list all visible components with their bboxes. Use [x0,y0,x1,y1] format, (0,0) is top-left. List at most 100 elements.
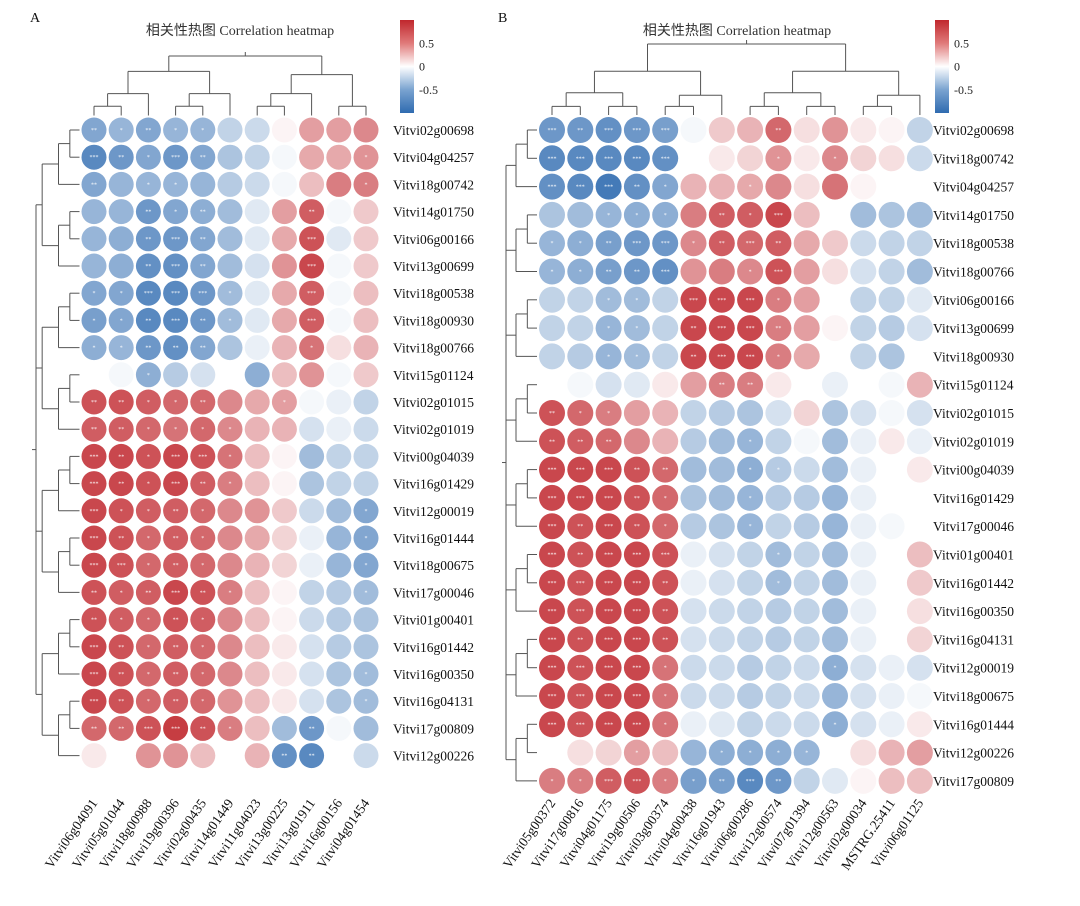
significance-mark: ** [662,609,668,615]
panel-label: A [30,11,41,26]
significance-mark: ** [173,563,179,569]
significance-mark: *** [548,468,557,474]
heatmap-cell [299,144,325,170]
heatmap-cell [299,117,325,143]
heatmap-cell [737,767,764,794]
significance-mark: *** [548,637,557,643]
row-label: Vitvi18g00675 [933,689,1014,704]
heatmap-cell [299,607,325,633]
heatmap-cell [108,117,134,143]
heatmap-cell [878,117,905,143]
heatmap-cell [793,230,820,257]
significance-mark: ** [145,264,151,270]
significance-mark: ** [309,726,315,732]
heatmap-cell [595,371,622,398]
significance-mark: *** [632,156,641,162]
heatmap-cell [623,173,650,200]
significance-mark: *** [548,694,557,700]
significance-mark: *** [604,524,613,530]
heatmap-cell [163,443,189,469]
heatmap-cell [708,569,735,596]
heatmap-cell [822,626,848,653]
heatmap-cell [765,371,792,398]
heatmap-cell [680,739,707,766]
heatmap-cell [623,258,650,285]
heatmap-cell [190,443,216,469]
significance-mark: *** [144,291,153,297]
heatmap-cell [652,711,679,738]
significance-mark: * [777,354,780,360]
heatmap-cell [822,513,848,540]
heatmap-cell [108,498,134,524]
significance-mark: * [147,155,150,161]
significance-mark: ** [634,185,640,191]
row-label: Vitvi16g04131 [933,632,1014,647]
heatmap-cell [737,739,764,766]
heatmap-cell [878,286,905,313]
row-label: Vitvi16g01429 [933,491,1014,506]
significance-mark: *** [632,637,641,643]
heatmap-cell [299,335,325,361]
heatmap-cell [81,552,107,578]
significance-mark: *** [632,666,641,672]
heatmap-cell [737,513,764,540]
heatmap-cell [765,513,792,540]
heatmap-cell [737,484,764,511]
significance-mark: * [692,241,695,247]
significance-mark: * [229,427,232,433]
heatmap-cell [326,307,352,333]
heatmap-cell [271,715,297,741]
heatmap-cell [81,144,107,170]
significance-mark: * [229,291,232,297]
heatmap-cell [680,258,707,285]
heatmap-cell [850,201,877,228]
colorbar-tick-label: 0.5 [419,36,434,50]
significance-mark: *** [171,482,180,488]
row-label: Vitvi16g01444 [933,717,1014,732]
significance-mark: ** [691,354,697,360]
heatmap-cell [326,171,352,197]
heatmap-cell [217,171,243,197]
significance-mark: *** [661,241,670,247]
heatmap-cell [81,471,107,497]
heatmap-cell [708,400,735,426]
heatmap-cell [850,428,877,455]
heatmap-cell [539,541,565,568]
significance-mark: *** [576,722,585,728]
heatmap-cell [595,513,622,540]
significance-mark: * [147,373,150,379]
heatmap-cell [539,400,565,426]
significance-mark: ** [173,672,179,678]
heatmap-cell [906,201,933,228]
heatmap-cell [850,683,877,709]
heatmap-cell [906,569,933,596]
significance-mark: * [147,645,150,651]
heatmap-cell [271,661,297,687]
heatmap-cell [680,117,707,143]
heatmap-cell [652,343,679,370]
significance-mark: *** [632,722,641,728]
heatmap-cell [326,607,352,633]
heatmap-cell [623,683,650,709]
heatmap-cell [353,607,379,633]
significance-mark: * [720,751,723,757]
row-label: Vitvi18g00930 [393,313,474,328]
heatmap-cell [81,226,107,252]
significance-mark: ** [91,427,97,433]
heatmap-cell [623,400,650,426]
significance-mark: * [834,666,837,672]
significance-mark: * [229,318,232,324]
heatmap-cell [108,688,134,714]
significance-mark: ** [606,270,612,276]
heatmap-cell [539,201,565,228]
heatmap-cell [190,144,216,170]
significance-mark: * [120,291,123,297]
heatmap-cell [135,171,161,197]
heatmap-cell [850,145,877,172]
heatmap-cell [822,343,848,370]
significance-mark: * [365,672,368,678]
heatmap-cell [680,683,707,709]
heatmap-cell [680,541,707,568]
significance-mark: *** [746,298,755,304]
heatmap-cell [353,715,379,741]
